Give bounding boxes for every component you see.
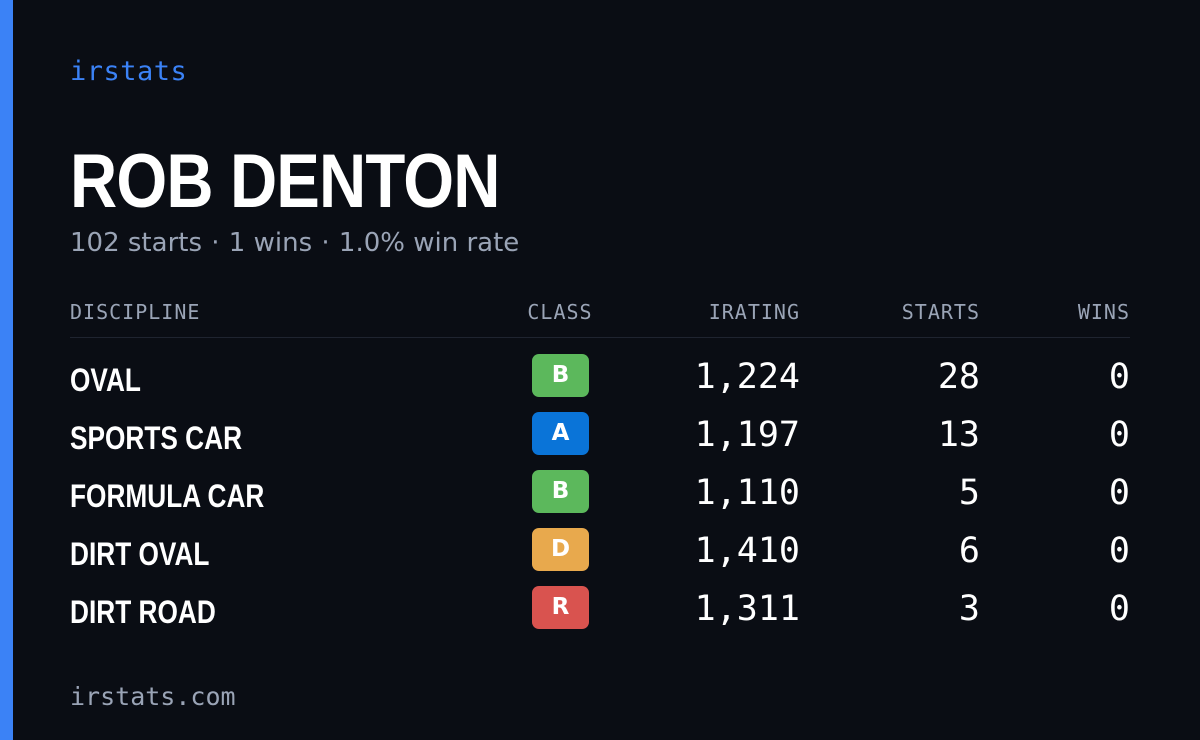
wins-value: 0 — [1108, 589, 1130, 629]
accent-bar — [0, 0, 13, 740]
discipline-name: DIRT OVAL — [70, 536, 210, 572]
class-badge: B — [532, 470, 589, 513]
table-row: SPORTS CAR A 1,197 13 0 — [70, 412, 1130, 470]
header-class: CLASS — [527, 300, 593, 324]
table-row: DIRT OVAL D 1,410 6 0 — [70, 528, 1130, 586]
class-badge: A — [532, 412, 589, 455]
discipline-name: DIRT ROAD — [70, 594, 216, 630]
driver-summary: 102 starts · 1 wins · 1.0% win rate — [70, 228, 519, 258]
summary-separator: · — [211, 228, 220, 258]
summary-winrate: 1.0% win rate — [338, 228, 520, 258]
starts-value: 5 — [958, 473, 980, 513]
table-row: OVAL B 1,224 28 0 — [70, 354, 1130, 412]
wins-value: 0 — [1108, 415, 1130, 455]
starts-value: 3 — [958, 589, 980, 629]
discipline-name: SPORTS CAR — [70, 420, 243, 456]
starts-value: 13 — [937, 415, 980, 455]
header-discipline: DISCIPLINE — [70, 300, 201, 324]
table-header: DISCIPLINE CLASS IRATING STARTS WINS — [70, 300, 1130, 338]
discipline-table: DISCIPLINE CLASS IRATING STARTS WINS OVA… — [70, 300, 1130, 644]
header-starts: STARTS — [901, 300, 980, 324]
starts-value: 6 — [958, 531, 980, 571]
summary-wins: 1 wins — [228, 228, 313, 258]
header-irating: IRATING — [708, 300, 800, 324]
class-badge: R — [532, 586, 589, 629]
header-wins: WINS — [1077, 300, 1130, 324]
irating-value: 1,311 — [694, 589, 800, 629]
discipline-name: OVAL — [70, 362, 141, 398]
class-badge: B — [532, 354, 589, 397]
irating-value: 1,197 — [694, 415, 800, 455]
footer-url: irstats.com — [70, 682, 236, 711]
table-body: OVAL B 1,224 28 0 SPORTS CAR A 1,197 13 … — [70, 354, 1130, 644]
wins-value: 0 — [1108, 531, 1130, 571]
table-row: FORMULA CAR B 1,110 5 0 — [70, 470, 1130, 528]
wins-value: 0 — [1108, 357, 1130, 397]
table-row: DIRT ROAD R 1,311 3 0 — [70, 586, 1130, 644]
driver-name: ROB DENTON — [70, 139, 500, 224]
discipline-name: FORMULA CAR — [70, 478, 265, 514]
class-badge: D — [532, 528, 589, 571]
irating-value: 1,224 — [694, 357, 800, 397]
summary-starts: 102 starts — [70, 228, 202, 258]
irating-value: 1,410 — [694, 531, 800, 571]
summary-separator: · — [321, 228, 330, 258]
starts-value: 28 — [937, 357, 980, 397]
wins-value: 0 — [1108, 473, 1130, 513]
irating-value: 1,110 — [694, 473, 800, 513]
brand-logo-text: irstats — [70, 56, 188, 87]
